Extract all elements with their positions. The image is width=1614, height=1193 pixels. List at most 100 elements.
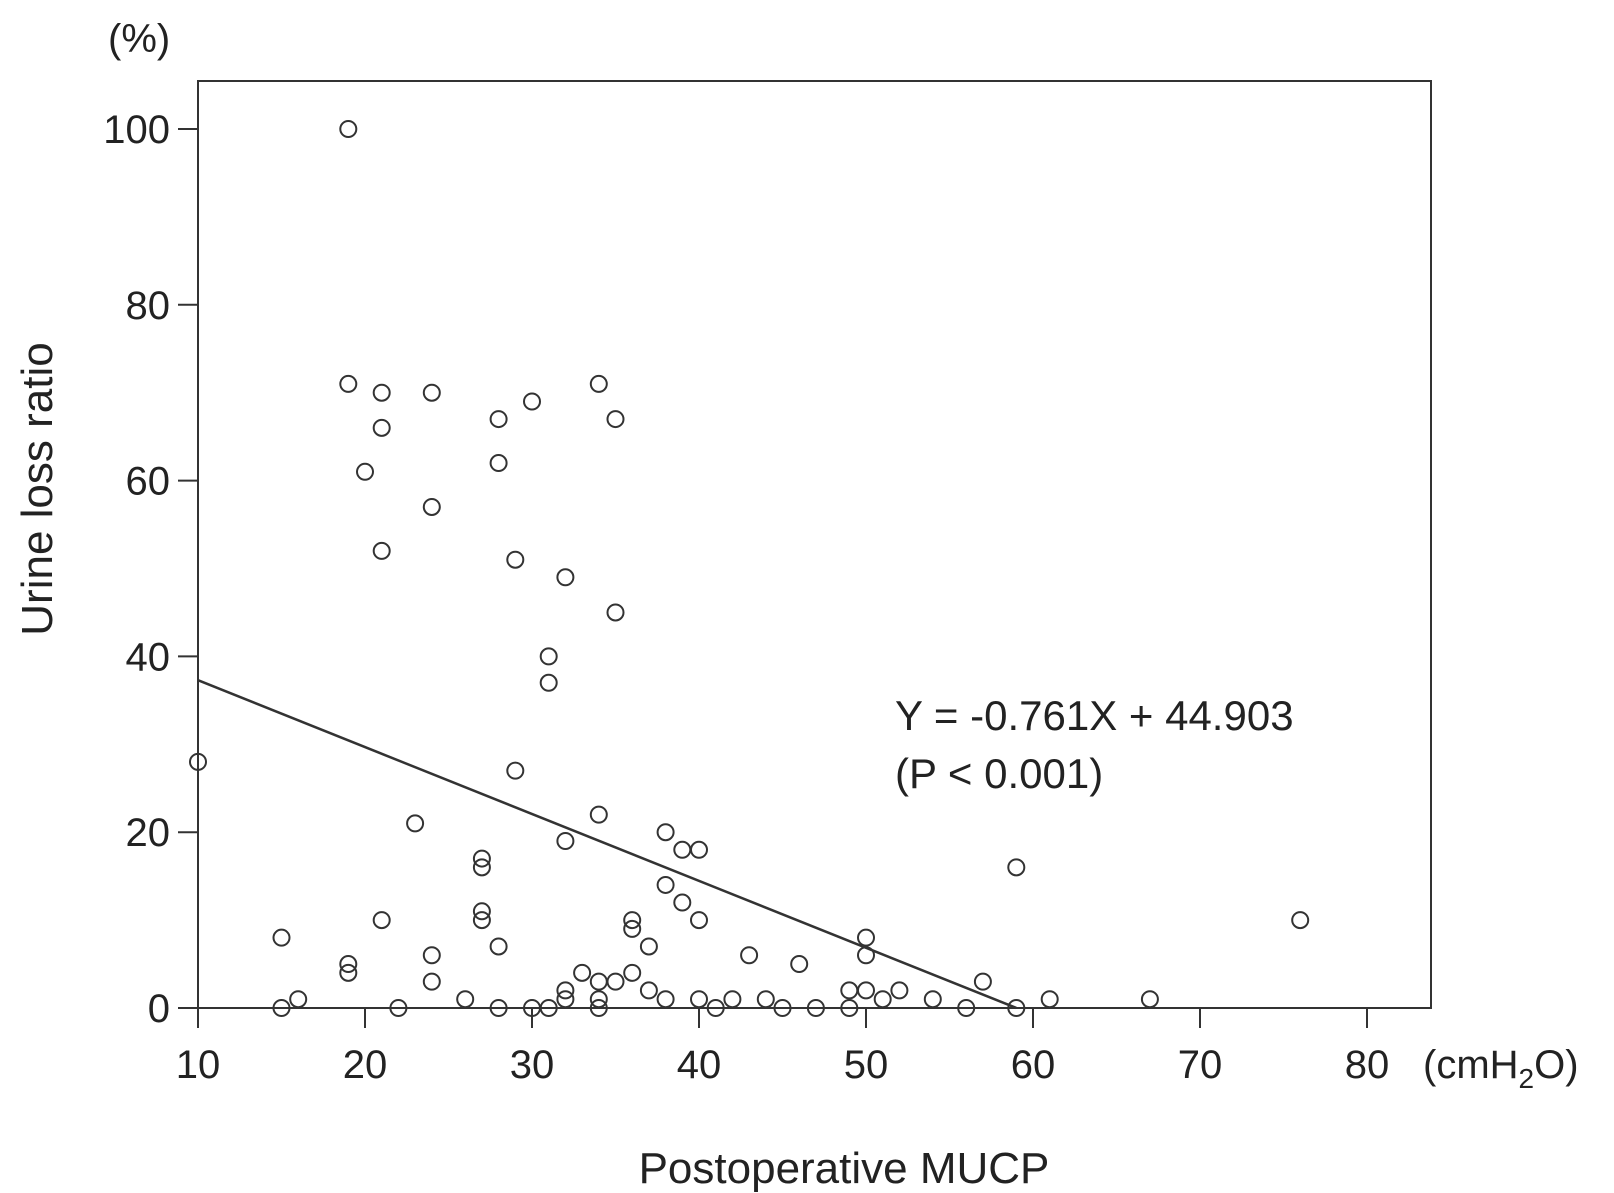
data-point	[1007, 858, 1026, 877]
data-point	[973, 972, 992, 991]
data-point	[890, 981, 909, 1000]
x-tick-label: 40	[677, 1043, 722, 1087]
x-tick-label: 10	[176, 1043, 221, 1087]
data-point	[840, 999, 859, 1017]
data-point	[372, 911, 391, 930]
x-unit-subscript: 2	[1519, 1063, 1535, 1094]
data-point	[472, 902, 491, 921]
x-axis-title: Postoperative MUCP	[639, 1144, 1050, 1193]
data-point	[673, 893, 692, 912]
x-tick-label: 20	[343, 1043, 388, 1087]
data-point	[272, 999, 291, 1017]
data-point	[623, 919, 642, 938]
y-unit-label: (%)	[108, 17, 170, 61]
data-point	[489, 999, 508, 1017]
data-point	[806, 999, 825, 1017]
data-point	[489, 937, 508, 956]
data-point	[406, 814, 425, 833]
data-point	[506, 761, 525, 780]
data-point	[556, 568, 575, 587]
data-point	[573, 963, 592, 982]
y-tick-label: 60	[126, 460, 171, 504]
data-point	[472, 858, 491, 877]
data-point	[706, 999, 725, 1017]
x-unit-label: (cmH2O)	[1423, 1043, 1579, 1094]
data-point	[472, 849, 491, 868]
data-point	[372, 418, 391, 437]
data-point	[957, 999, 976, 1017]
data-point	[656, 990, 675, 1009]
data-point	[923, 990, 942, 1009]
data-point	[656, 823, 675, 842]
regression-line	[197, 679, 1017, 1010]
data-point	[606, 410, 625, 429]
data-point	[556, 831, 575, 850]
data-point	[873, 990, 892, 1009]
p-value-label: (P < 0.001)	[895, 750, 1103, 797]
data-point	[623, 911, 642, 930]
y-tick-label: 0	[148, 987, 170, 1031]
data-point	[289, 990, 308, 1009]
x-tick-label: 60	[1011, 1043, 1056, 1087]
data-point	[523, 392, 541, 411]
data-point	[339, 374, 358, 393]
data-point	[656, 875, 675, 894]
data-point	[422, 972, 441, 991]
data-point	[840, 981, 859, 1000]
y-tick-label: 20	[126, 811, 171, 855]
data-points	[189, 120, 1310, 1017]
data-point	[639, 981, 658, 1000]
data-point	[756, 990, 775, 1009]
data-point	[606, 972, 625, 991]
y-axis-title: Urine loss ratio	[13, 342, 62, 635]
data-point	[356, 462, 374, 481]
data-point	[489, 454, 508, 473]
data-point	[790, 955, 809, 974]
data-point	[422, 497, 441, 516]
y-tick-label: 80	[126, 284, 171, 328]
data-point	[422, 946, 441, 965]
data-point	[372, 541, 391, 560]
data-point	[690, 911, 708, 930]
data-point	[740, 946, 759, 965]
x-tick-label: 70	[1178, 1043, 1223, 1087]
data-point	[539, 999, 558, 1017]
x-tick-label: 80	[1345, 1043, 1390, 1087]
data-point	[1140, 990, 1159, 1009]
data-point	[589, 990, 608, 1009]
data-point	[489, 410, 508, 429]
data-point	[422, 383, 441, 402]
data-point	[272, 928, 291, 947]
data-point	[339, 963, 358, 982]
data-point	[506, 550, 525, 569]
data-point	[589, 374, 608, 393]
data-point	[673, 840, 692, 859]
data-point	[556, 990, 575, 1009]
x-tick-label: 30	[510, 1043, 555, 1087]
data-point	[723, 990, 742, 1009]
data-point	[589, 999, 608, 1017]
data-point	[456, 990, 475, 1009]
data-point	[556, 981, 575, 1000]
data-point	[339, 120, 358, 138]
x-unit-prefix: (cmH	[1423, 1043, 1519, 1087]
y-tick-label: 40	[126, 635, 171, 679]
x-axis-ticks: 10 20 30 40 50 60 70 80	[176, 1008, 1390, 1087]
y-tick-label: 100	[103, 108, 170, 152]
x-unit-suffix: O)	[1534, 1043, 1578, 1087]
data-point	[623, 963, 642, 982]
data-point	[389, 999, 408, 1017]
data-point	[589, 805, 608, 824]
data-point	[539, 647, 558, 666]
data-point	[639, 937, 658, 956]
data-point	[339, 955, 358, 974]
data-point	[1040, 990, 1059, 1009]
data-point	[857, 928, 875, 947]
data-point	[1007, 999, 1026, 1017]
data-point	[372, 383, 391, 402]
data-point	[189, 752, 207, 771]
data-point	[690, 840, 708, 859]
data-point	[472, 911, 491, 930]
x-tick-label: 50	[844, 1043, 889, 1087]
